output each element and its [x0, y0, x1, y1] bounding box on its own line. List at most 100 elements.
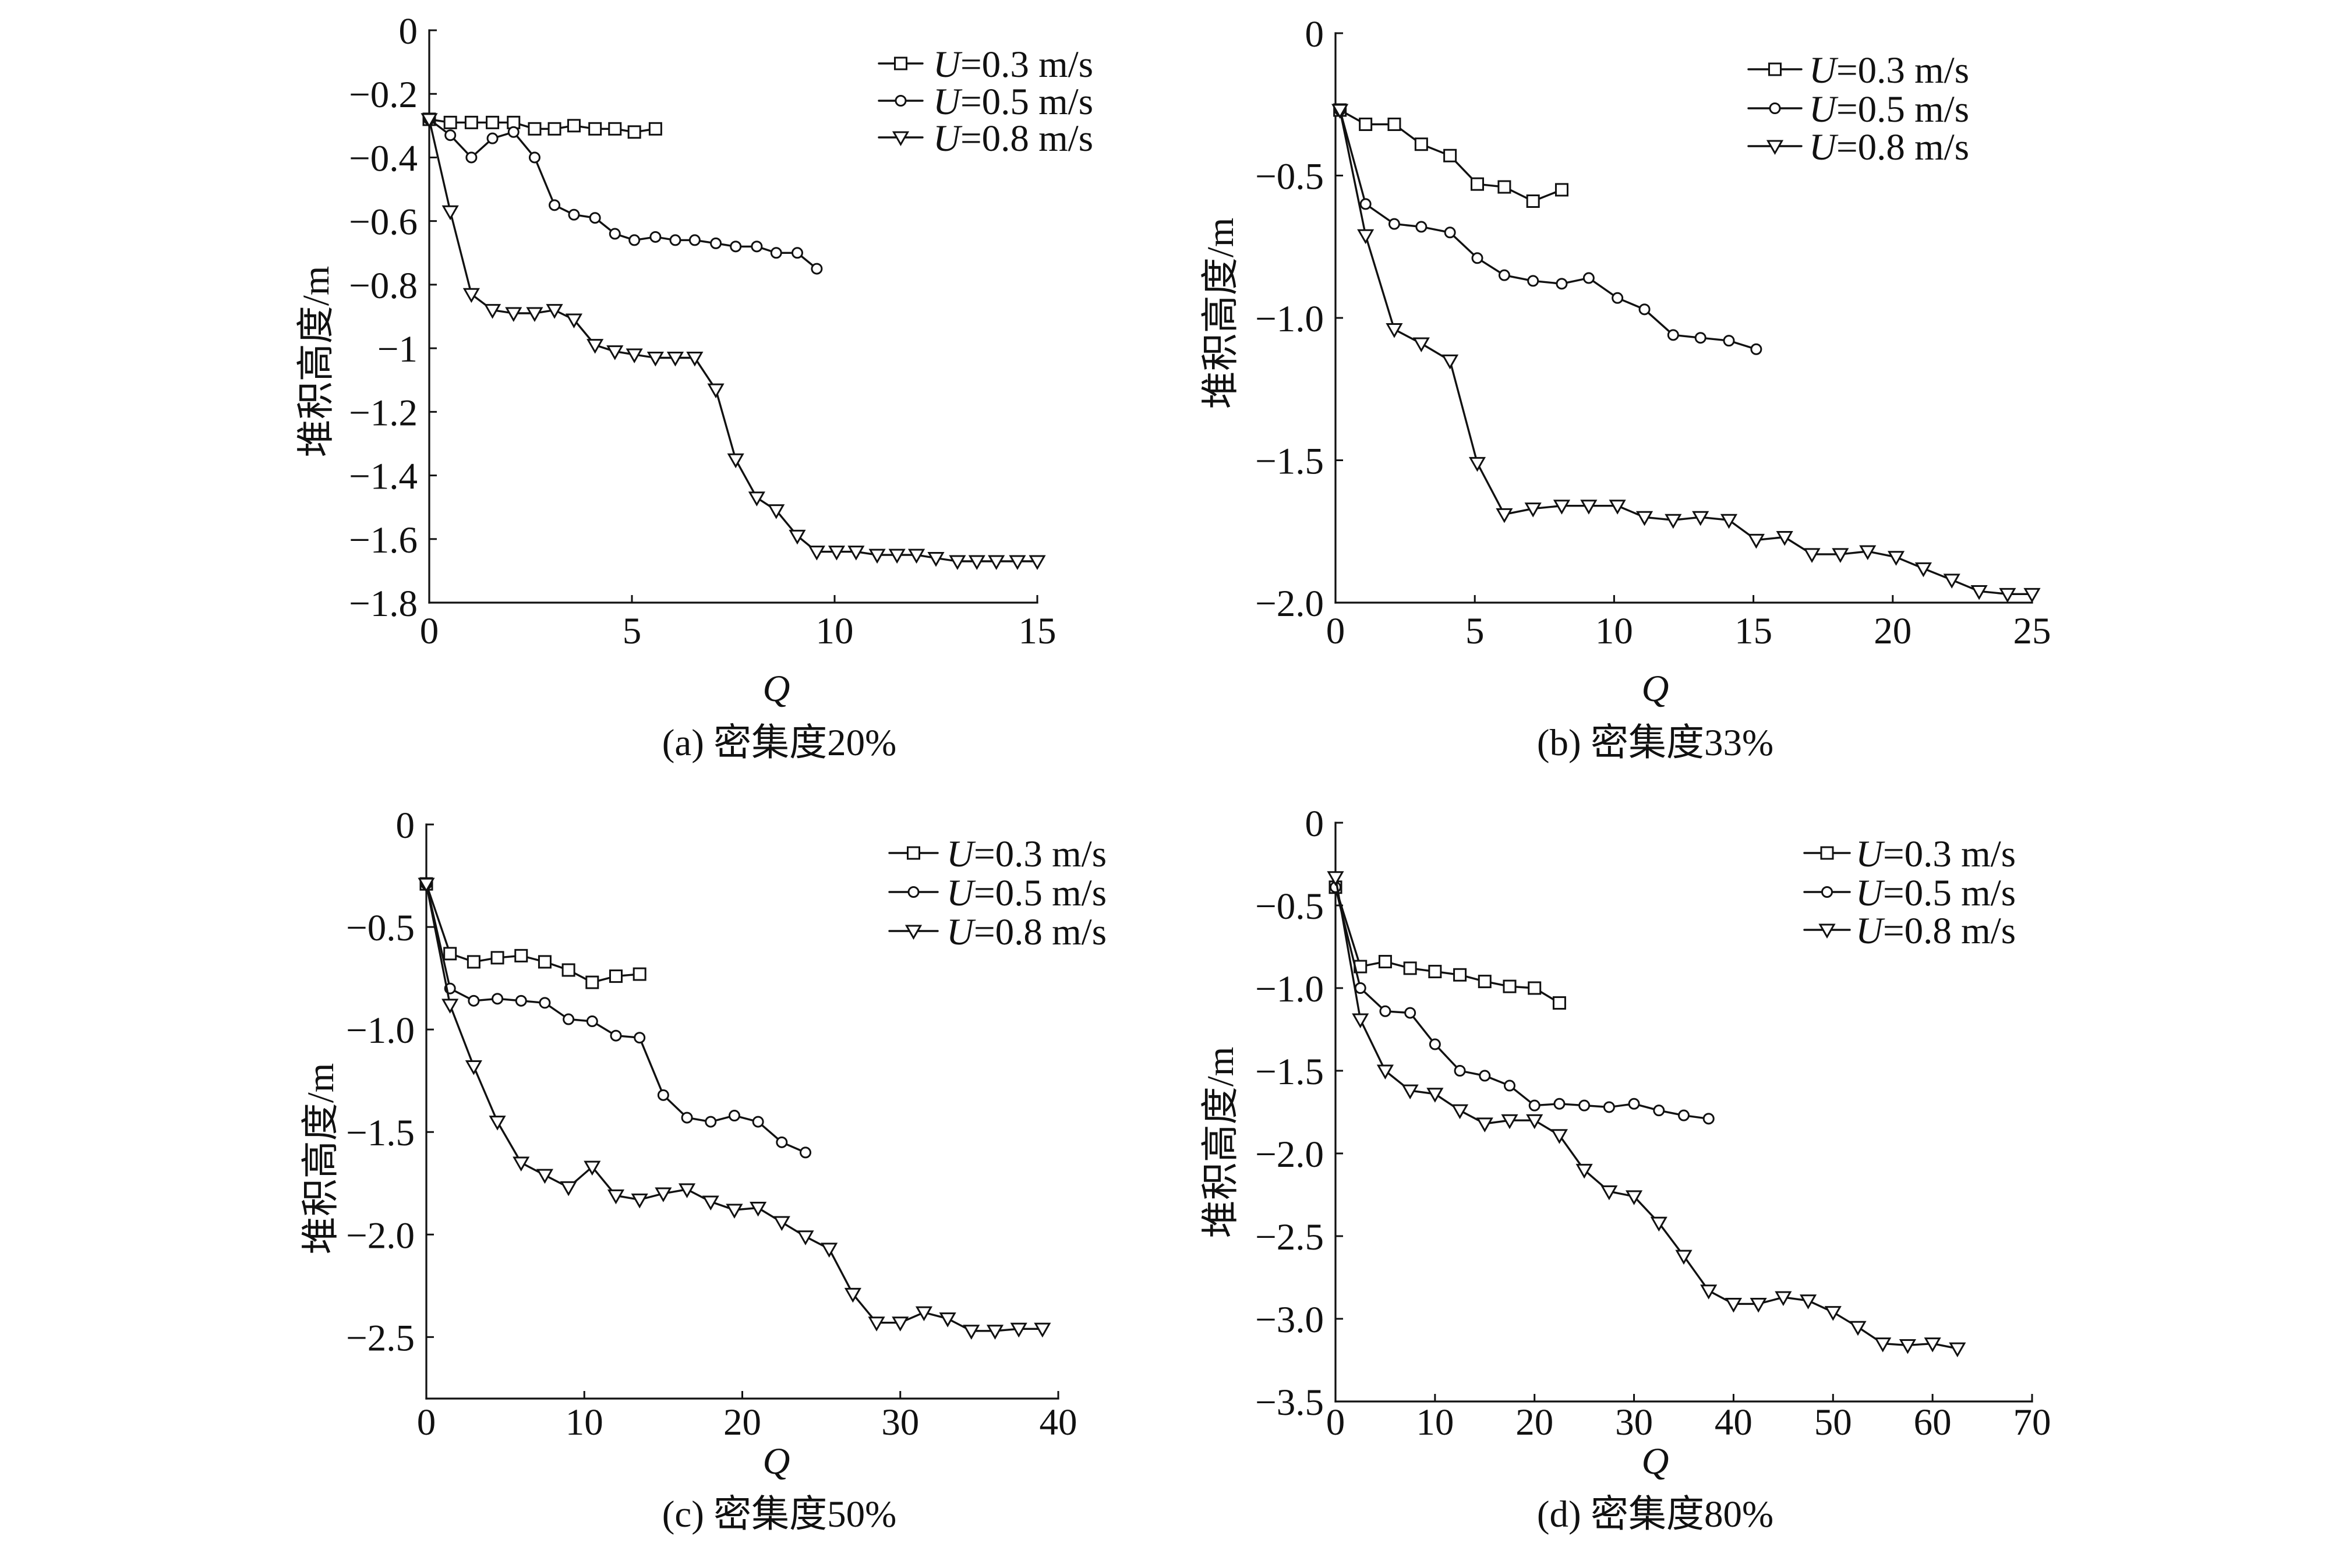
data-point	[1471, 252, 1483, 264]
y-tick-label: −0.5	[1255, 156, 1324, 198]
data-point	[536, 1169, 554, 1184]
panel-caption: (b) 密集度33%	[1537, 722, 1773, 764]
data-point	[538, 955, 552, 969]
x-tick-label: 30	[1615, 1401, 1653, 1443]
data-point	[1550, 1129, 1568, 1144]
legend-label: U=0.3 m/s	[1856, 833, 2016, 875]
legend-value: =0.5 m/s	[1883, 872, 2016, 914]
legend-item: U=0.5 m/s	[1803, 872, 2016, 914]
series-triangle-down	[421, 113, 1046, 571]
data-point	[1403, 961, 1417, 975]
data-point	[1653, 1105, 1665, 1117]
data-point	[666, 351, 684, 367]
series-line	[1334, 886, 1710, 1120]
x-tick-label: 40	[1040, 1401, 1077, 1443]
data-point	[1776, 531, 1793, 546]
data-point	[800, 1146, 811, 1159]
legend-item: U=0.5 m/s	[878, 81, 1093, 123]
data-point	[791, 247, 803, 259]
data-point	[627, 125, 641, 139]
y-tick-label: 0	[1305, 803, 1324, 845]
data-point	[1899, 1339, 1917, 1354]
legend-variable: U	[933, 81, 963, 123]
data-point	[1700, 1284, 1718, 1300]
legend-triangle-down-marker-icon	[904, 925, 923, 940]
data-point	[1386, 323, 1403, 338]
data-point	[528, 151, 540, 164]
data-point	[1970, 585, 1988, 600]
legend-variable: U	[1809, 49, 1839, 91]
x-tick-label: 10	[816, 610, 854, 652]
data-point	[681, 1112, 693, 1124]
data-point	[1526, 194, 1540, 208]
legend-square-marker-icon	[894, 56, 907, 70]
legend-value: =0.3 m/s	[1836, 49, 1969, 91]
y-tick-label: 0	[396, 805, 415, 847]
legend-value: =0.3 m/s	[974, 833, 1107, 875]
data-point	[1635, 511, 1653, 526]
data-point	[539, 997, 551, 1009]
series-triangle-down	[1331, 104, 2041, 603]
legend-circle-marker-icon	[895, 95, 907, 107]
data-point	[1553, 500, 1571, 515]
y-tick-label: 0	[399, 10, 418, 52]
legend-variable: U	[933, 44, 963, 86]
y-tick-label: −0.6	[349, 201, 418, 243]
data-point	[927, 552, 945, 567]
legend-triangle-down-marker-icon	[892, 131, 910, 147]
data-point	[730, 240, 742, 253]
y-tick-label: −1.5	[1255, 1051, 1324, 1093]
data-point	[655, 1187, 672, 1202]
data-point	[1010, 1322, 1027, 1338]
data-point	[908, 548, 925, 564]
y-tick-label: −0.4	[349, 137, 418, 179]
data-point	[1471, 177, 1485, 191]
legend-label: U=0.8 m/s	[946, 911, 1107, 953]
series-circle	[1330, 881, 1715, 1125]
x-axis-title: Q	[1642, 1440, 1669, 1482]
data-point	[633, 967, 646, 981]
data-point	[1556, 278, 1568, 290]
data-point	[547, 122, 561, 136]
y-tick-label: −1.5	[346, 1112, 415, 1154]
data-point	[492, 993, 504, 1005]
data-point	[483, 304, 501, 319]
data-point	[1429, 1038, 1441, 1050]
data-point	[608, 122, 622, 136]
data-point	[1949, 1342, 1966, 1358]
data-point	[1524, 502, 1542, 518]
legend-value: =0.5 m/s	[1836, 89, 1969, 130]
x-tick-label: 0	[417, 1401, 436, 1443]
data-point	[702, 1195, 719, 1210]
legend-variable: U	[946, 872, 976, 914]
data-point	[631, 1193, 648, 1209]
data-point	[847, 546, 865, 561]
data-point	[1029, 555, 1046, 571]
data-point	[606, 345, 624, 360]
y-tick-label: −0.5	[1255, 886, 1324, 928]
series-circle	[1334, 104, 1762, 355]
data-point	[1415, 221, 1428, 233]
data-point	[515, 994, 527, 1007]
data-point	[489, 1116, 506, 1131]
x-tick-label: 5	[1465, 610, 1485, 652]
legend-variable: U	[1856, 872, 1885, 914]
data-point	[1625, 1190, 1643, 1205]
data-point	[768, 504, 785, 519]
data-point	[585, 975, 599, 989]
data-point	[1497, 180, 1511, 194]
data-point	[464, 115, 478, 129]
data-point	[750, 1202, 767, 1217]
data-point	[1552, 996, 1566, 1010]
data-point	[586, 339, 604, 354]
legend-item: U=0.8 m/s	[1803, 910, 2016, 952]
legend-value: =0.5 m/s	[974, 872, 1107, 914]
data-point	[1775, 1291, 1792, 1307]
data-point	[1575, 1163, 1593, 1179]
data-point	[797, 1230, 814, 1245]
y-tick-label: −0.2	[349, 74, 418, 116]
legend-triangle-down-marker-icon	[1766, 140, 1784, 155]
data-point	[1412, 337, 1430, 353]
